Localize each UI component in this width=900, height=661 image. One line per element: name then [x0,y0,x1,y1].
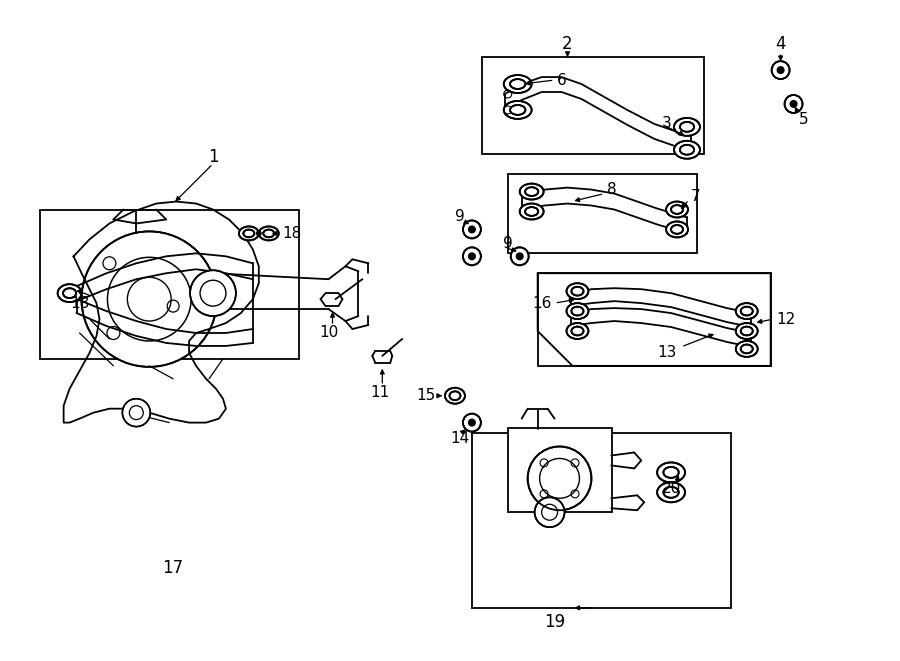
Ellipse shape [666,202,688,217]
Text: 7: 7 [691,189,700,204]
Ellipse shape [663,487,679,498]
Ellipse shape [741,307,752,315]
Text: 5: 5 [798,112,808,128]
Text: 10: 10 [319,325,338,340]
Ellipse shape [504,101,532,119]
Circle shape [785,95,803,113]
Ellipse shape [519,204,544,219]
Bar [508,428,612,512]
Text: 8: 8 [607,182,616,197]
Ellipse shape [238,227,259,241]
Text: 16: 16 [532,295,552,311]
Ellipse shape [680,122,694,132]
Circle shape [82,231,217,367]
Text: 9: 9 [503,236,513,251]
Text: 11: 11 [371,385,390,401]
Ellipse shape [674,141,700,159]
Text: 15: 15 [416,388,435,403]
Text: 1: 1 [208,147,219,166]
Ellipse shape [566,323,589,339]
Text: 9: 9 [455,209,464,224]
Ellipse shape [657,483,685,502]
Circle shape [468,253,476,260]
Text: 12: 12 [777,311,796,327]
Ellipse shape [525,187,538,196]
Ellipse shape [445,388,465,404]
Ellipse shape [572,327,583,335]
Ellipse shape [666,221,688,237]
Bar [508,174,697,253]
Ellipse shape [566,283,589,299]
Bar [40,210,299,359]
Text: 4: 4 [776,35,786,53]
Ellipse shape [510,79,526,89]
Ellipse shape [741,344,752,353]
Circle shape [463,221,481,239]
Ellipse shape [572,287,583,295]
Circle shape [190,270,236,316]
Bar [537,273,770,366]
Text: 20: 20 [662,481,680,496]
Text: 2: 2 [562,35,572,53]
Circle shape [516,253,524,260]
Circle shape [468,418,476,426]
Text: 17: 17 [163,559,184,577]
Ellipse shape [736,341,758,357]
Ellipse shape [657,463,685,483]
Circle shape [468,225,476,233]
Bar [482,57,704,154]
Circle shape [527,447,591,510]
Ellipse shape [63,288,76,298]
Text: 3: 3 [662,116,672,132]
Ellipse shape [741,327,752,335]
Text: 13: 13 [657,346,677,360]
Ellipse shape [525,207,538,216]
Ellipse shape [510,105,526,115]
Circle shape [122,399,150,426]
Ellipse shape [449,391,461,400]
Ellipse shape [519,184,544,200]
Text: 19: 19 [544,613,565,631]
Ellipse shape [566,303,589,319]
Ellipse shape [736,303,758,319]
Circle shape [256,231,262,237]
Text: 18: 18 [283,226,302,241]
Circle shape [535,497,564,527]
Circle shape [789,100,797,108]
Ellipse shape [736,323,758,339]
Circle shape [777,66,785,74]
Ellipse shape [674,118,700,136]
Bar [472,432,731,608]
Circle shape [771,61,789,79]
Ellipse shape [504,75,532,93]
Ellipse shape [671,225,683,234]
Ellipse shape [680,145,694,155]
Circle shape [463,247,481,265]
Ellipse shape [264,229,274,237]
Text: 14: 14 [450,431,470,446]
Ellipse shape [572,307,583,315]
Ellipse shape [58,284,82,302]
Ellipse shape [243,229,255,237]
Ellipse shape [663,467,679,478]
Text: 6: 6 [557,73,566,87]
Circle shape [463,414,481,432]
Ellipse shape [259,227,279,241]
Ellipse shape [671,205,683,214]
Circle shape [510,247,528,265]
Text: 18: 18 [70,295,89,311]
